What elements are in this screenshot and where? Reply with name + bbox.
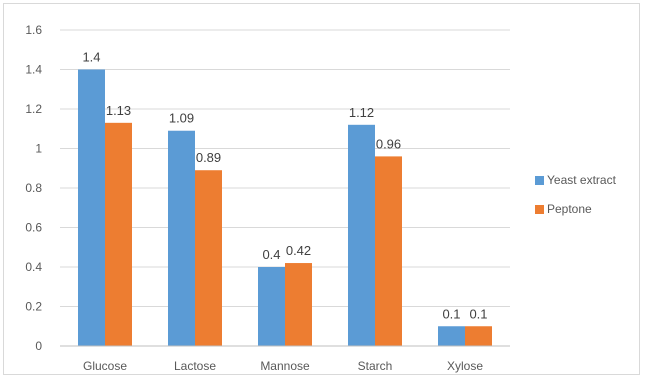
y-tick-label: 0.6 bbox=[25, 221, 42, 235]
legend-label: Peptone bbox=[547, 202, 592, 216]
data-label: 0.89 bbox=[196, 150, 221, 165]
bar bbox=[105, 122, 132, 346]
bar bbox=[258, 267, 285, 346]
y-tick-label: 1.4 bbox=[25, 63, 42, 77]
data-label: 1.09 bbox=[169, 111, 194, 126]
x-tick-label: Lactose bbox=[174, 359, 216, 373]
y-tick-label: 0.8 bbox=[25, 181, 42, 195]
bar bbox=[285, 263, 312, 346]
x-tick-label: Mannose bbox=[260, 359, 310, 373]
y-tick-label: 1.2 bbox=[25, 102, 42, 116]
legend-label: Yeast extract bbox=[547, 173, 617, 187]
x-tick-label: Glucose bbox=[83, 359, 127, 373]
data-label: 1.12 bbox=[349, 105, 374, 120]
x-tick-label: Starch bbox=[358, 359, 393, 373]
y-tick-label: 0.4 bbox=[25, 260, 42, 274]
legend: Yeast extract Peptone bbox=[535, 173, 617, 216]
gridlines bbox=[60, 29, 510, 307]
bar bbox=[348, 124, 375, 346]
x-tick-label: Xylose bbox=[447, 359, 483, 373]
data-labels: 1.4 1.13 1.09 0.89 0.4 0.42 1.12 0.96 0.1 0.1 bbox=[82, 50, 487, 322]
y-tick-label: 0.2 bbox=[25, 300, 42, 314]
data-label: 0.4 bbox=[262, 247, 280, 262]
legend-swatch bbox=[535, 205, 544, 214]
data-label: 0.1 bbox=[469, 306, 487, 321]
x-axis-ticks: Glucose Lactose Mannose Starch Xylose bbox=[83, 359, 483, 373]
y-tick-label: 1.6 bbox=[25, 23, 42, 37]
bar bbox=[168, 130, 195, 346]
bars bbox=[78, 69, 492, 346]
data-label: 1.13 bbox=[106, 103, 131, 118]
data-label: 0.1 bbox=[442, 306, 460, 321]
data-label: 0.42 bbox=[286, 243, 311, 258]
data-label: 0.96 bbox=[376, 136, 401, 151]
bar bbox=[438, 326, 465, 346]
bar bbox=[465, 326, 492, 346]
y-axis-ticks: 0 0.2 0.4 0.6 0.8 1 1.2 1.4 1.6 bbox=[25, 23, 42, 353]
bar bbox=[78, 69, 105, 346]
data-label: 1.4 bbox=[82, 50, 100, 65]
bar bbox=[375, 156, 402, 346]
bar bbox=[195, 170, 222, 346]
legend-swatch bbox=[535, 176, 544, 185]
y-tick-label: 1 bbox=[35, 142, 42, 156]
y-tick-label: 0 bbox=[35, 339, 42, 353]
